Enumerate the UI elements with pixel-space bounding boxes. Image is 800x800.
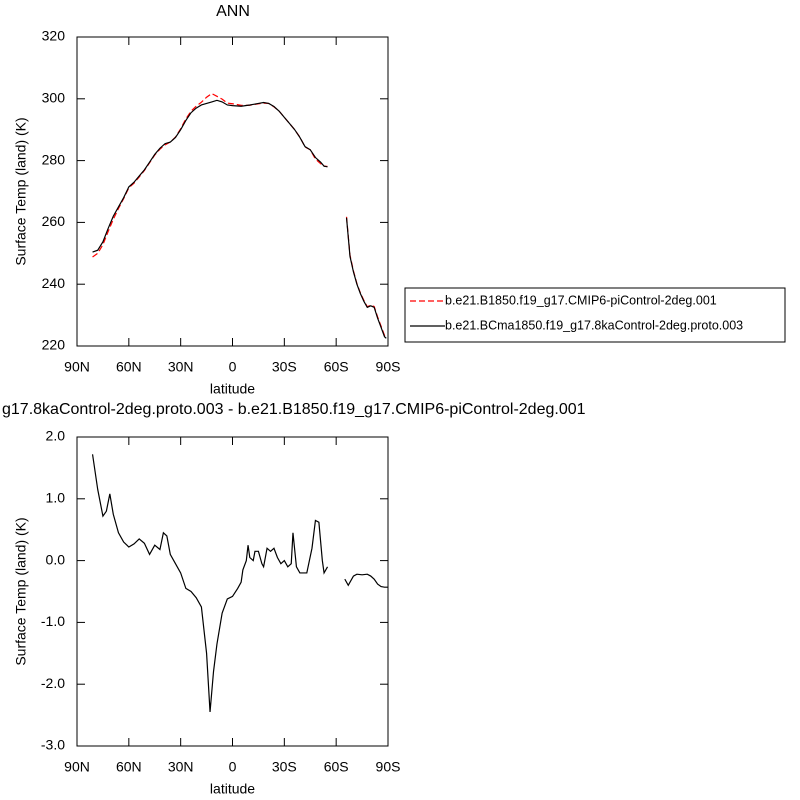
x-tick-label: 0: [229, 359, 237, 375]
y-tick-label: 1.0: [46, 490, 66, 506]
x-tick-label: 90S: [376, 759, 401, 775]
x-axis-label: latitude: [210, 781, 255, 797]
data-line: [92, 92, 387, 338]
x-tick-label: 30S: [272, 359, 297, 375]
data-line: [91, 454, 388, 713]
y-tick-label: -3.0: [41, 737, 65, 753]
x-tick-label: 90S: [376, 359, 401, 375]
chart-title: ANN: [216, 3, 250, 20]
y-tick-label: -2.0: [41, 675, 65, 691]
x-tick-label: 0: [229, 759, 237, 775]
legend-label: b.e21.B1850.f19_g17.CMIP6-piControl-2deg…: [445, 293, 717, 307]
data-line: [92, 99, 387, 339]
y-tick-label: 280: [42, 151, 66, 167]
y-axis-label: Surface Temp (land) (K): [13, 517, 29, 665]
chart-title: g17.8kaControl-2deg.proto.003 - b.e21.B1…: [2, 401, 586, 418]
y-tick-label: -1.0: [41, 613, 65, 629]
y-tick-label: 260: [42, 213, 66, 229]
x-tick-label: 90N: [64, 759, 90, 775]
y-tick-label: 300: [42, 90, 66, 106]
y-tick-label: 0.0: [46, 551, 66, 567]
x-tick-label: 30N: [168, 759, 194, 775]
x-tick-label: 90N: [64, 359, 90, 375]
plot-frame: [76, 436, 389, 747]
x-tick-label: 30S: [272, 759, 297, 775]
plot-frame: [76, 36, 389, 347]
y-tick-label: 240: [42, 275, 66, 291]
y-axis-label: Surface Temp (land) (K): [13, 117, 29, 265]
x-tick-label: 60S: [324, 759, 349, 775]
x-tick-label: 30N: [168, 359, 194, 375]
x-tick-label: 60N: [116, 759, 142, 775]
y-tick-label: 220: [42, 337, 66, 353]
x-axis-label: latitude: [210, 381, 255, 397]
y-tick-label: 320: [42, 28, 66, 44]
legend-label: b.e21.BCma1850.f19_g17.8kaControl-2deg.p…: [445, 318, 743, 332]
y-tick-label: 2.0: [46, 428, 66, 444]
x-tick-label: 60S: [324, 359, 349, 375]
x-tick-label: 60N: [116, 359, 142, 375]
legend-box: [404, 287, 786, 343]
